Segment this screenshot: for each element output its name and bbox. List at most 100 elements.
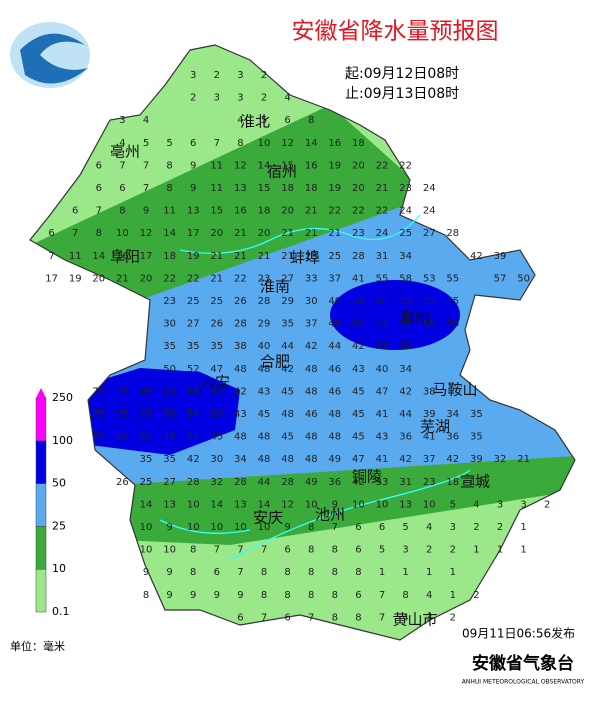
unit: 单位：毫米 <box>10 639 65 653</box>
end-time: 止:09月13日08时 <box>345 86 459 102</box>
rain-value: 7 <box>119 160 125 171</box>
rain-value: 49 <box>305 477 318 488</box>
rain-value: 44 <box>328 341 341 352</box>
rain-value: 42 <box>399 386 412 397</box>
rain-value: 4 <box>119 138 125 149</box>
rain-value: 5 <box>402 522 408 533</box>
rain-value: 20 <box>281 206 294 217</box>
rain-value: 20 <box>352 183 365 194</box>
rain-value: 20 <box>258 228 271 239</box>
rain-value: 2 <box>450 612 456 623</box>
rain-value: 21 <box>234 228 247 239</box>
rain-value: 14 <box>163 228 176 239</box>
rain-value: 75 <box>163 409 176 420</box>
legend-label: 100 <box>52 434 73 447</box>
rain-value: 31 <box>399 477 412 488</box>
rain-value: 10 <box>210 522 223 533</box>
rain-value: 15 <box>281 160 294 171</box>
rain-value: 10 <box>140 545 153 556</box>
rain-value: 10 <box>305 499 318 510</box>
rain-value: 14 <box>258 160 271 171</box>
rain-value: 29 <box>281 296 294 307</box>
rain-value: 48 <box>305 386 318 397</box>
rain-value: 42 <box>352 341 365 352</box>
rain-value: 10 <box>423 499 436 510</box>
rain-value: 8 <box>166 183 172 194</box>
rain-value: 48 <box>328 432 341 443</box>
rain-value: 21 <box>281 228 294 239</box>
rain-value: 2 <box>261 70 267 81</box>
rain-value: 10 <box>352 499 365 510</box>
rain-value: 27 <box>163 477 176 488</box>
rain-value: 42 <box>446 454 459 465</box>
rain-value: 25 <box>210 296 223 307</box>
rain-value: 1 <box>497 545 503 556</box>
rain-value: 8 <box>402 590 408 601</box>
rain-value: 7 <box>143 160 149 171</box>
rain-value: 18 <box>281 183 294 194</box>
rain-value: 10 <box>116 228 129 239</box>
rain-value: 28 <box>352 251 365 262</box>
rain-value: 4 <box>284 93 290 104</box>
rain-value: 42 <box>234 386 247 397</box>
rain-value: 52 <box>187 364 200 375</box>
rain-value: 8 <box>261 567 267 578</box>
rain-value: 11 <box>210 183 223 194</box>
rain-value: 24 <box>423 206 436 217</box>
rain-value: 2 <box>190 93 196 104</box>
rain-value: 14 <box>305 138 318 149</box>
city-label: 合肥 <box>260 353 290 371</box>
rain-value: 8 <box>332 567 338 578</box>
rain-value: 1 <box>520 545 526 556</box>
rain-value: 20 <box>140 273 153 284</box>
rain-value: 48 <box>305 364 318 375</box>
rain-value: 3 <box>119 115 125 126</box>
rain-value: 23 <box>423 477 436 488</box>
rain-value: 10 <box>187 522 200 533</box>
rain-value: 21 <box>116 273 129 284</box>
rain-value: 40 <box>376 364 389 375</box>
rain-value: 9 <box>166 567 172 578</box>
rain-value: 8 <box>284 567 290 578</box>
rain-value: 46 <box>305 409 318 420</box>
rain-value: 6 <box>96 160 102 171</box>
rain-value: 39 <box>494 251 507 262</box>
rain-value: 13 <box>163 499 176 510</box>
rain-value: 9 <box>143 206 149 217</box>
rivers <box>159 214 471 561</box>
rain-value: 45 <box>281 386 294 397</box>
rain-value: 17 <box>140 251 153 262</box>
rain-value: 8 <box>308 115 314 126</box>
rain-value: 55 <box>446 273 459 284</box>
rain-value: 8 <box>308 545 314 556</box>
rain-value: 32 <box>399 341 412 352</box>
rain-value: 1 <box>426 567 432 578</box>
rain-value: 2 <box>544 499 550 510</box>
rain-value: 42 <box>305 341 318 352</box>
rain-value: 25 <box>187 296 200 307</box>
rain-value: 14 <box>210 499 223 510</box>
rain-value: 2 <box>473 522 479 533</box>
rain-value: 17 <box>45 273 58 284</box>
rain-value: 8 <box>332 612 338 623</box>
rain-value: 9 <box>166 522 172 533</box>
rain-value: 19 <box>69 273 82 284</box>
rain-value: 56 <box>187 386 200 397</box>
rain-value: 47 <box>210 364 223 375</box>
rain-value: 10 <box>163 545 176 556</box>
legend-swatch <box>35 440 47 484</box>
rain-value: 75 <box>92 432 105 443</box>
rain-value: 22 <box>234 273 247 284</box>
rain-value: 1 <box>402 567 408 578</box>
rain-value: 39 <box>423 409 436 420</box>
rain-value: 32 <box>210 477 223 488</box>
rain-value: 9 <box>237 590 243 601</box>
city-label: 淮北 <box>240 113 270 131</box>
rain-value: 48 <box>281 454 294 465</box>
rain-value: 3 <box>237 70 243 81</box>
rain-value: 35 <box>210 341 223 352</box>
rain-value: 10 <box>376 499 389 510</box>
legend-label: 250 <box>52 391 73 404</box>
rain-value: 22 <box>163 273 176 284</box>
rain-value: 6 <box>284 612 290 623</box>
